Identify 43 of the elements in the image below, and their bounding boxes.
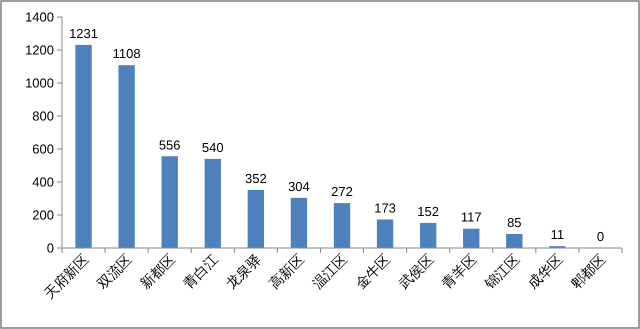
x-tick-label: 双流区 (94, 252, 136, 293)
data-label: 173 (374, 200, 396, 216)
data-label: 0 (596, 229, 604, 244)
data-label: 272 (331, 184, 353, 200)
data-label: 540 (202, 140, 224, 155)
bar (118, 65, 135, 248)
data-label: 85 (507, 214, 522, 230)
x-tick-label: 新都区 (138, 252, 179, 293)
y-tick-label: 400 (32, 174, 54, 190)
x-tick-label: 郫都区 (568, 252, 610, 293)
bar (204, 158, 221, 248)
data-label: 152 (417, 204, 440, 219)
bar (75, 44, 92, 248)
y-tick-label: 200 (32, 208, 54, 223)
x-tick-label: 武侯区 (396, 252, 437, 293)
y-tick-label: 800 (32, 108, 54, 124)
data-label: 1231 (69, 26, 98, 41)
bar (420, 222, 436, 248)
data-label: 556 (158, 137, 181, 152)
bar (376, 219, 394, 248)
x-tick-label: 高新区 (266, 252, 308, 293)
x-tick-label: 青羊区 (439, 252, 480, 293)
y-tick-label: 1200 (25, 42, 54, 58)
bar (290, 198, 308, 248)
x-tick-label: 青白江 (180, 252, 222, 293)
y-tick-label: 1400 (25, 10, 54, 25)
bar (162, 156, 178, 248)
x-tick-label: 温江区 (310, 252, 351, 293)
data-label: 11 (550, 227, 564, 242)
data-label: 304 (288, 178, 310, 194)
y-tick-label: 600 (32, 142, 54, 157)
data-label: 1108 (112, 46, 141, 62)
data-label: 117 (460, 210, 482, 225)
x-tick-label: 成华区 (525, 252, 566, 293)
bar (506, 234, 522, 248)
bar (248, 190, 264, 248)
bar (334, 203, 350, 248)
y-tick-label: 1000 (25, 76, 54, 91)
x-tick-label: 龙泉驿 (224, 252, 265, 293)
x-tick-label: 金牛区 (352, 252, 394, 293)
x-tick-label: 锦江区 (481, 252, 524, 294)
data-label: 352 (244, 170, 267, 186)
bar (463, 228, 480, 248)
